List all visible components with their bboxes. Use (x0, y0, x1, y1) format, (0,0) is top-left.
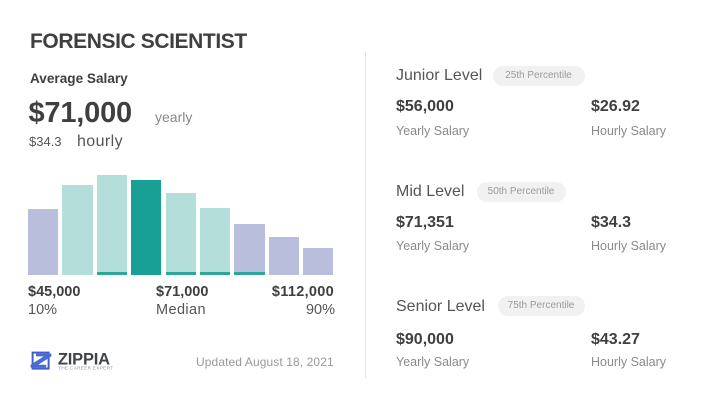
svg-text:THE CAREER EXPERT: THE CAREER EXPERT (58, 365, 113, 370)
svg-text:ZIPPIA: ZIPPIA (58, 351, 110, 369)
